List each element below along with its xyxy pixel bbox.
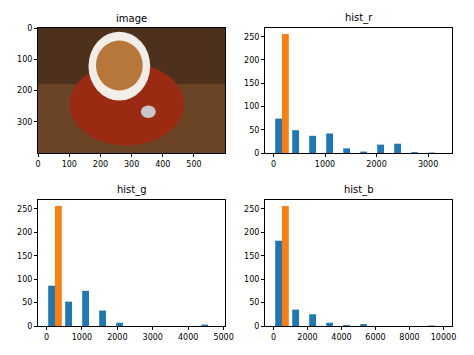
svg-text:2000: 2000 [297,333,317,342]
svg-text:0: 0 [27,24,32,33]
svg-text:150: 150 [244,251,259,260]
svg-text:100: 100 [244,275,259,284]
svg-text:100: 100 [17,275,32,284]
svg-text:100: 100 [17,55,32,64]
svg-text:2000: 2000 [366,160,386,169]
svg-text:4000: 4000 [178,333,198,342]
svg-text:0: 0 [271,160,276,169]
svg-text:image: image [116,13,147,24]
svg-text:300: 300 [17,118,32,127]
svg-text:hist_b: hist_b [344,184,374,196]
svg-text:200: 200 [17,228,32,237]
svg-text:hist_r: hist_r [345,12,373,24]
svg-text:0: 0 [44,333,49,342]
svg-text:8000: 8000 [399,333,419,342]
svg-text:0: 0 [36,160,41,169]
svg-text:150: 150 [17,251,32,260]
svg-text:50: 50 [249,126,259,135]
svg-text:6000: 6000 [365,333,385,342]
svg-text:150: 150 [244,79,259,88]
svg-text:3000: 3000 [143,333,163,342]
svg-text:0: 0 [271,333,276,342]
svg-text:500: 500 [186,160,201,169]
svg-text:50: 50 [22,298,32,307]
svg-text:250: 250 [244,33,259,42]
svg-text:5000: 5000 [213,333,233,342]
svg-text:300: 300 [124,160,139,169]
svg-text:200: 200 [244,228,259,237]
svg-text:0: 0 [254,322,259,331]
svg-text:100: 100 [62,160,77,169]
svg-text:3000: 3000 [418,160,438,169]
svg-text:200: 200 [244,56,259,65]
svg-text:0: 0 [27,322,32,331]
svg-text:2000: 2000 [107,333,127,342]
svg-text:200: 200 [93,160,108,169]
svg-text:10000: 10000 [431,333,456,342]
svg-text:1000: 1000 [315,160,335,169]
svg-text:50: 50 [249,298,259,307]
svg-text:250: 250 [17,205,32,214]
svg-text:400: 400 [155,160,170,169]
svg-text:1000: 1000 [72,333,92,342]
svg-text:250: 250 [244,205,259,214]
svg-text:100: 100 [244,102,259,111]
svg-text:4000: 4000 [331,333,351,342]
svg-text:hist_g: hist_g [117,184,147,196]
svg-text:200: 200 [17,86,32,95]
svg-text:0: 0 [254,149,259,158]
